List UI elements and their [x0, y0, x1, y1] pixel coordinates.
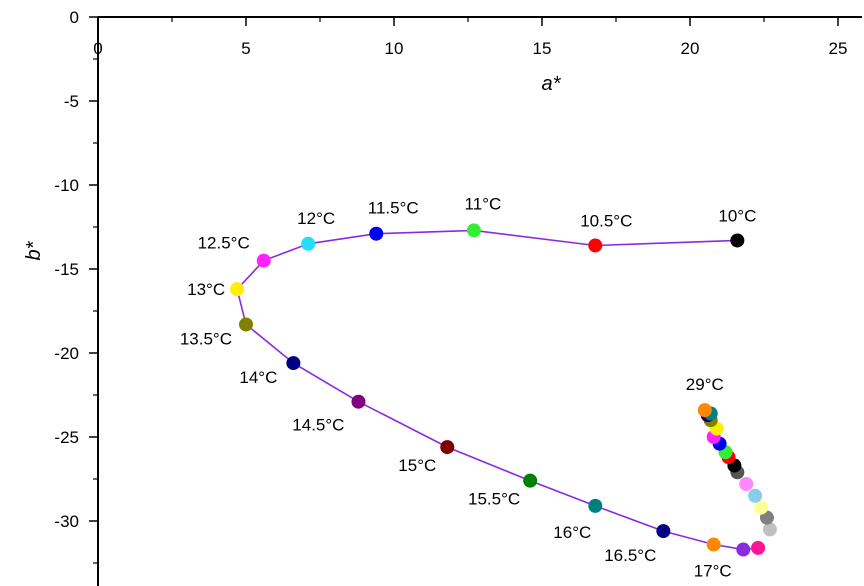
point-label: 11°C [465, 194, 502, 213]
point-label: 13.5°C [180, 329, 232, 348]
data-point [301, 236, 316, 251]
y-tick-label: -15 [54, 260, 79, 279]
point-label: 10°C [718, 206, 756, 225]
data-point [759, 510, 774, 525]
point-label: 16.5°C [604, 546, 656, 565]
point-label: 14.5°C [292, 416, 344, 435]
data-point [736, 542, 751, 557]
data-point [286, 356, 301, 371]
data-point [706, 537, 721, 552]
points-group [230, 223, 777, 557]
x-axis-title: a* [542, 73, 562, 95]
data-point [239, 317, 253, 332]
y-axis-title: b* [23, 240, 45, 260]
data-point [351, 394, 366, 409]
data-point [697, 403, 712, 418]
data-point [762, 522, 777, 537]
point-label: 11.5°C [368, 199, 419, 218]
data-point [656, 524, 671, 539]
y-tick-label: -20 [54, 344, 79, 363]
axes [97, 16, 862, 586]
data-point [256, 253, 271, 268]
data-point [751, 540, 766, 555]
data-point [730, 233, 745, 248]
point-label: 15°C [398, 456, 436, 475]
data-point [369, 226, 384, 241]
data-point [523, 473, 538, 488]
data-point [466, 223, 481, 238]
point-label: 15.5°C [468, 490, 520, 509]
data-point [440, 440, 455, 455]
x-tick-label: 15 [533, 39, 552, 58]
data-point [748, 488, 763, 503]
y-tick-label: 0 [70, 8, 79, 27]
x-tick-label: 20 [681, 39, 700, 58]
y-tick-label: -25 [54, 428, 79, 447]
point-label: 16°C [553, 523, 591, 542]
tick-group: 0 5 10 15 20 25 0 -5 -10 -15 -20 -25 -30 [54, 8, 848, 564]
data-point [754, 500, 769, 515]
x-tick-label: 25 [829, 39, 848, 58]
point-label: 17°C [694, 562, 732, 581]
x-tick-label: 5 [241, 39, 250, 58]
y-tick-label: -30 [54, 512, 79, 531]
data-point [588, 498, 603, 513]
x-tick-label: 10 [385, 39, 404, 58]
point-label: 12.5°C [198, 234, 250, 253]
data-point [739, 477, 754, 492]
data-point [230, 282, 245, 297]
y-tick-label: -10 [54, 176, 79, 195]
x-tick-label: 0 [93, 39, 102, 58]
point-label: 13°C [187, 280, 225, 299]
point-label: 14°C [239, 368, 277, 387]
data-point [588, 238, 603, 253]
point-labels-group: 10°C 10.5°C 11°C 11.5°C 12°C 12.5°C 13°C 13.5°C… [180, 194, 757, 580]
point-label: 12°C [297, 209, 335, 228]
y-tick-label: -5 [64, 92, 79, 111]
point-label: 10.5°C [580, 211, 632, 230]
point-label: 29°C [686, 375, 724, 394]
